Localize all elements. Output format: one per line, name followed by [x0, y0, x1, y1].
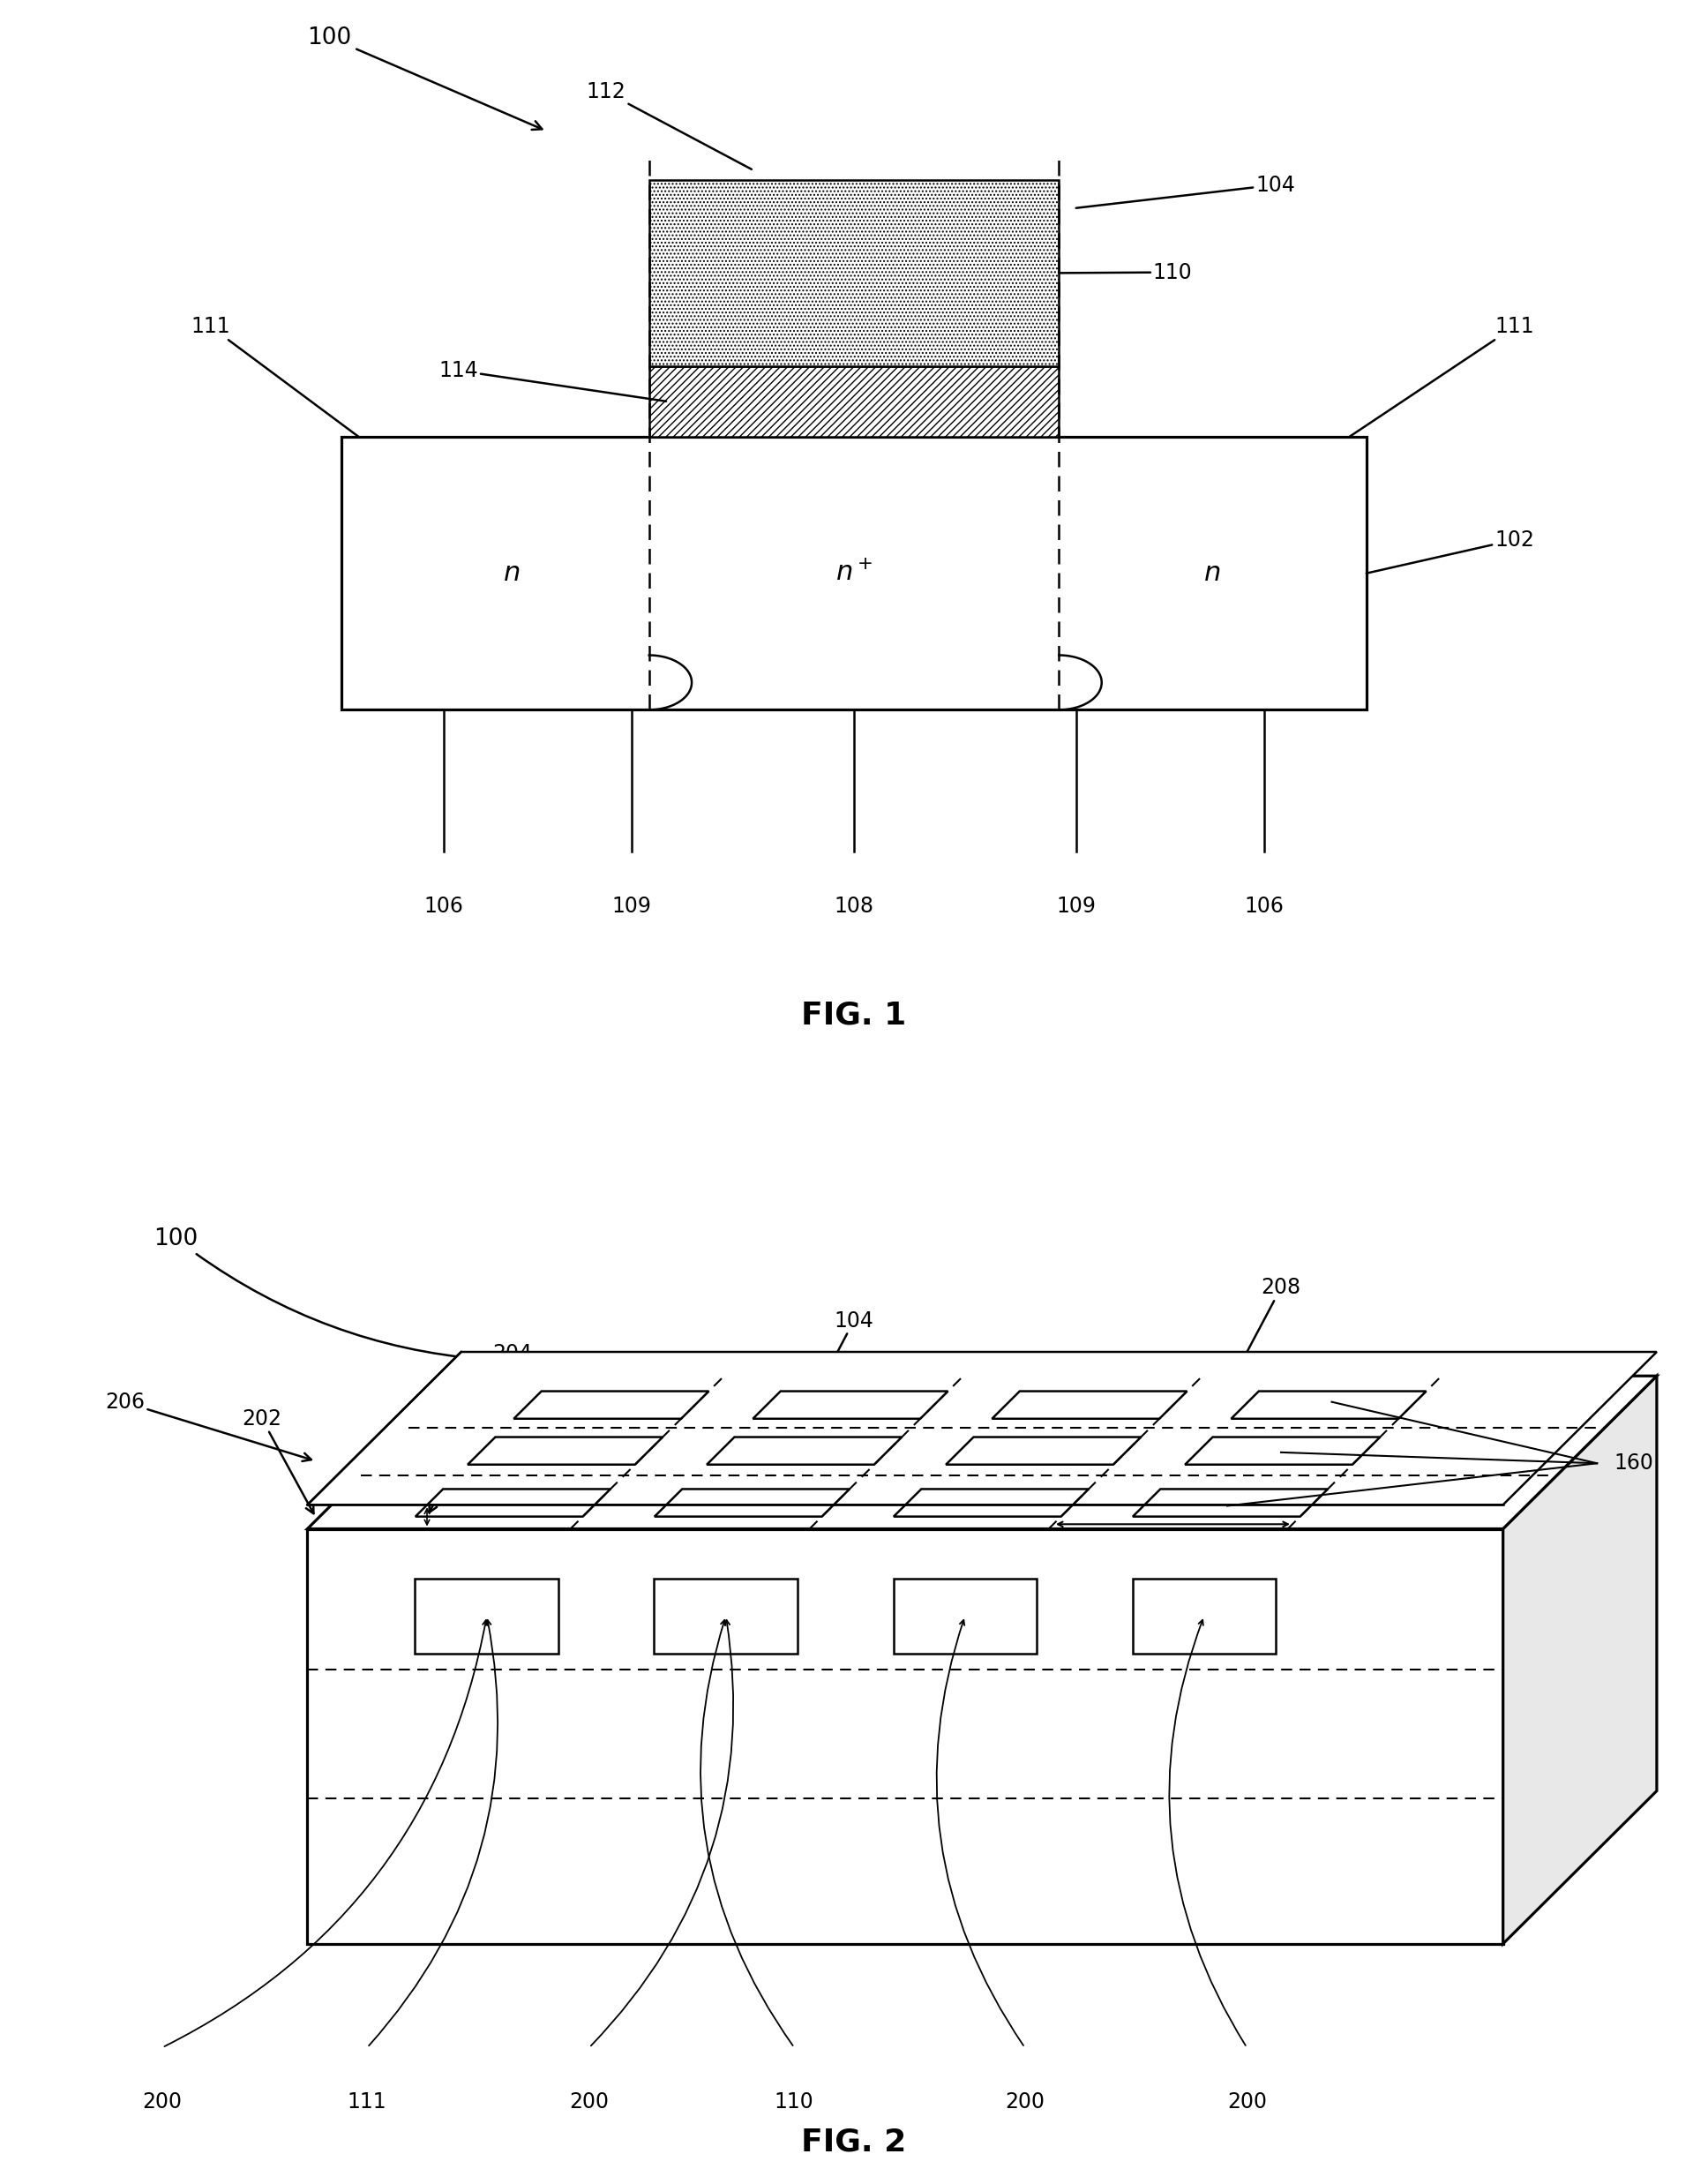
Text: 160: 160: [1614, 1452, 1653, 1474]
Bar: [649, 181, 1059, 365]
Text: 202: 202: [243, 1409, 314, 1514]
Text: 106: 106: [1243, 895, 1284, 917]
Text: 200: 200: [1226, 2092, 1267, 2112]
Text: 111: 111: [191, 317, 359, 437]
Text: 104: 104: [767, 1310, 874, 1487]
Text: 114: 114: [439, 360, 666, 402]
Text: 102: 102: [1366, 529, 1534, 572]
Text: 200: 200: [569, 2092, 610, 2112]
Text: 110: 110: [1059, 262, 1192, 284]
Bar: [649, 365, 1059, 437]
Text: 112: 112: [586, 81, 752, 170]
Text: 108: 108: [834, 895, 874, 917]
Text: FIG. 1: FIG. 1: [801, 1000, 907, 1031]
Text: FIG. 2: FIG. 2: [801, 2127, 907, 2158]
Text: 110: 110: [774, 2092, 815, 2112]
Text: 109: 109: [1056, 895, 1097, 917]
Bar: [342, 437, 1366, 710]
Text: 111: 111: [1349, 317, 1534, 437]
Polygon shape: [307, 1352, 1657, 1505]
Text: n: n: [1204, 561, 1221, 585]
Text: 208: 208: [1175, 1278, 1301, 1487]
Text: 111: 111: [347, 2092, 388, 2112]
Polygon shape: [307, 1529, 1503, 1944]
Text: 100: 100: [154, 1227, 482, 1363]
Polygon shape: [1503, 1376, 1657, 1944]
Text: 204: 204: [429, 1343, 533, 1514]
Text: 109: 109: [611, 895, 652, 917]
Text: 200: 200: [142, 2092, 183, 2112]
Text: 106: 106: [424, 895, 465, 917]
Text: n: n: [504, 561, 521, 585]
Text: $n^+$: $n^+$: [835, 561, 873, 585]
Text: 104: 104: [1076, 175, 1295, 207]
Text: 200: 200: [1004, 2092, 1045, 2112]
Text: 100: 100: [307, 26, 541, 129]
Polygon shape: [307, 1376, 1657, 1529]
Text: 206: 206: [106, 1391, 311, 1461]
